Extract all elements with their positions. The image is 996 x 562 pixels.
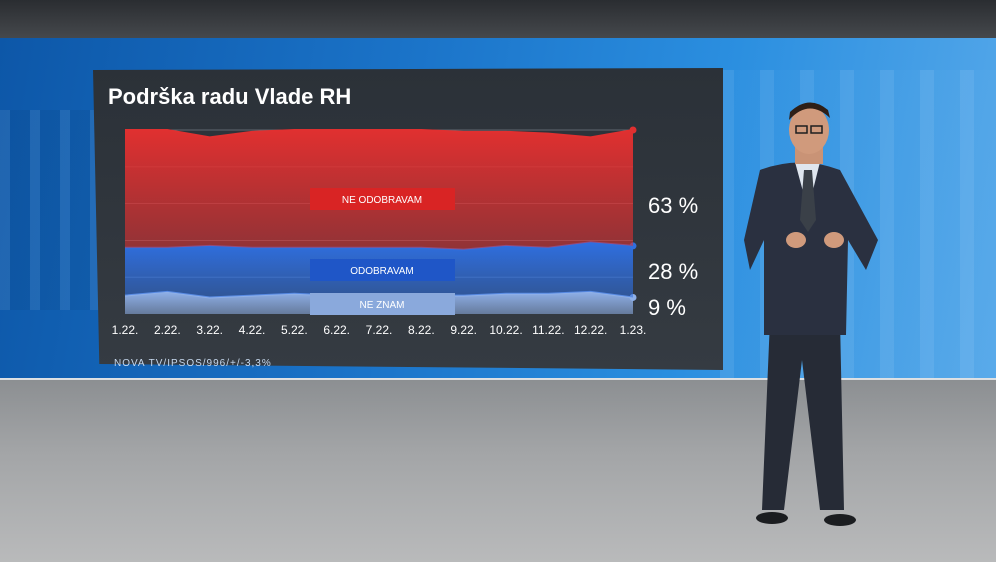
series-end-value: 9 %: [648, 295, 686, 320]
series-end-value: 28 %: [648, 259, 698, 284]
series-labels: NE ODOBRAVAM 63 % ODOBRAVAM 28 % NE ZNAM 9 %: [310, 188, 698, 320]
x-tick-label: 7.22.: [366, 323, 393, 337]
x-tick-label: 1.23.: [620, 323, 647, 337]
source-note: NOVA TV/IPSOS/996/+/-3,3%: [114, 358, 272, 369]
series-label-box: [310, 259, 455, 281]
series-label: NE ZNAM: [360, 300, 405, 311]
x-tick-label: 4.22.: [239, 323, 266, 337]
x-tick-label: 10.22.: [489, 323, 522, 337]
series-label: NE ODOBRAVAM: [342, 195, 422, 206]
series-end-value: 63 %: [648, 193, 698, 218]
x-tick-label: 6.22.: [323, 323, 350, 337]
x-tick-labels: 1.22. 2.22. 3.22. 4.22. 5.22. 6.22. 7.22. 8.22.…: [112, 323, 647, 337]
chart-title: Podrška radu Vlade RH: [108, 84, 352, 109]
area-series: [124, 126, 637, 314]
x-tick-label: 9.22.: [450, 323, 477, 337]
x-tick-label: 5.22.: [281, 323, 308, 337]
video-wall-left-backdrop: [0, 110, 100, 310]
x-tick-label: 12.22.: [574, 323, 607, 337]
x-tick-label: 1.22.: [112, 323, 139, 337]
end-point: [629, 126, 637, 134]
presenter-figure: [744, 102, 878, 526]
x-tick-label: 11.22.: [532, 323, 564, 337]
series-label-box: [310, 188, 455, 210]
x-tick-label: 2.22.: [154, 323, 181, 337]
series-label: ODOBRAVAM: [350, 266, 414, 277]
line-ne-odobravam: [125, 129, 634, 139]
series-label-box: [310, 293, 455, 315]
x-tick-label: 8.22.: [408, 323, 435, 337]
x-tick-label: 3.22.: [196, 323, 223, 337]
